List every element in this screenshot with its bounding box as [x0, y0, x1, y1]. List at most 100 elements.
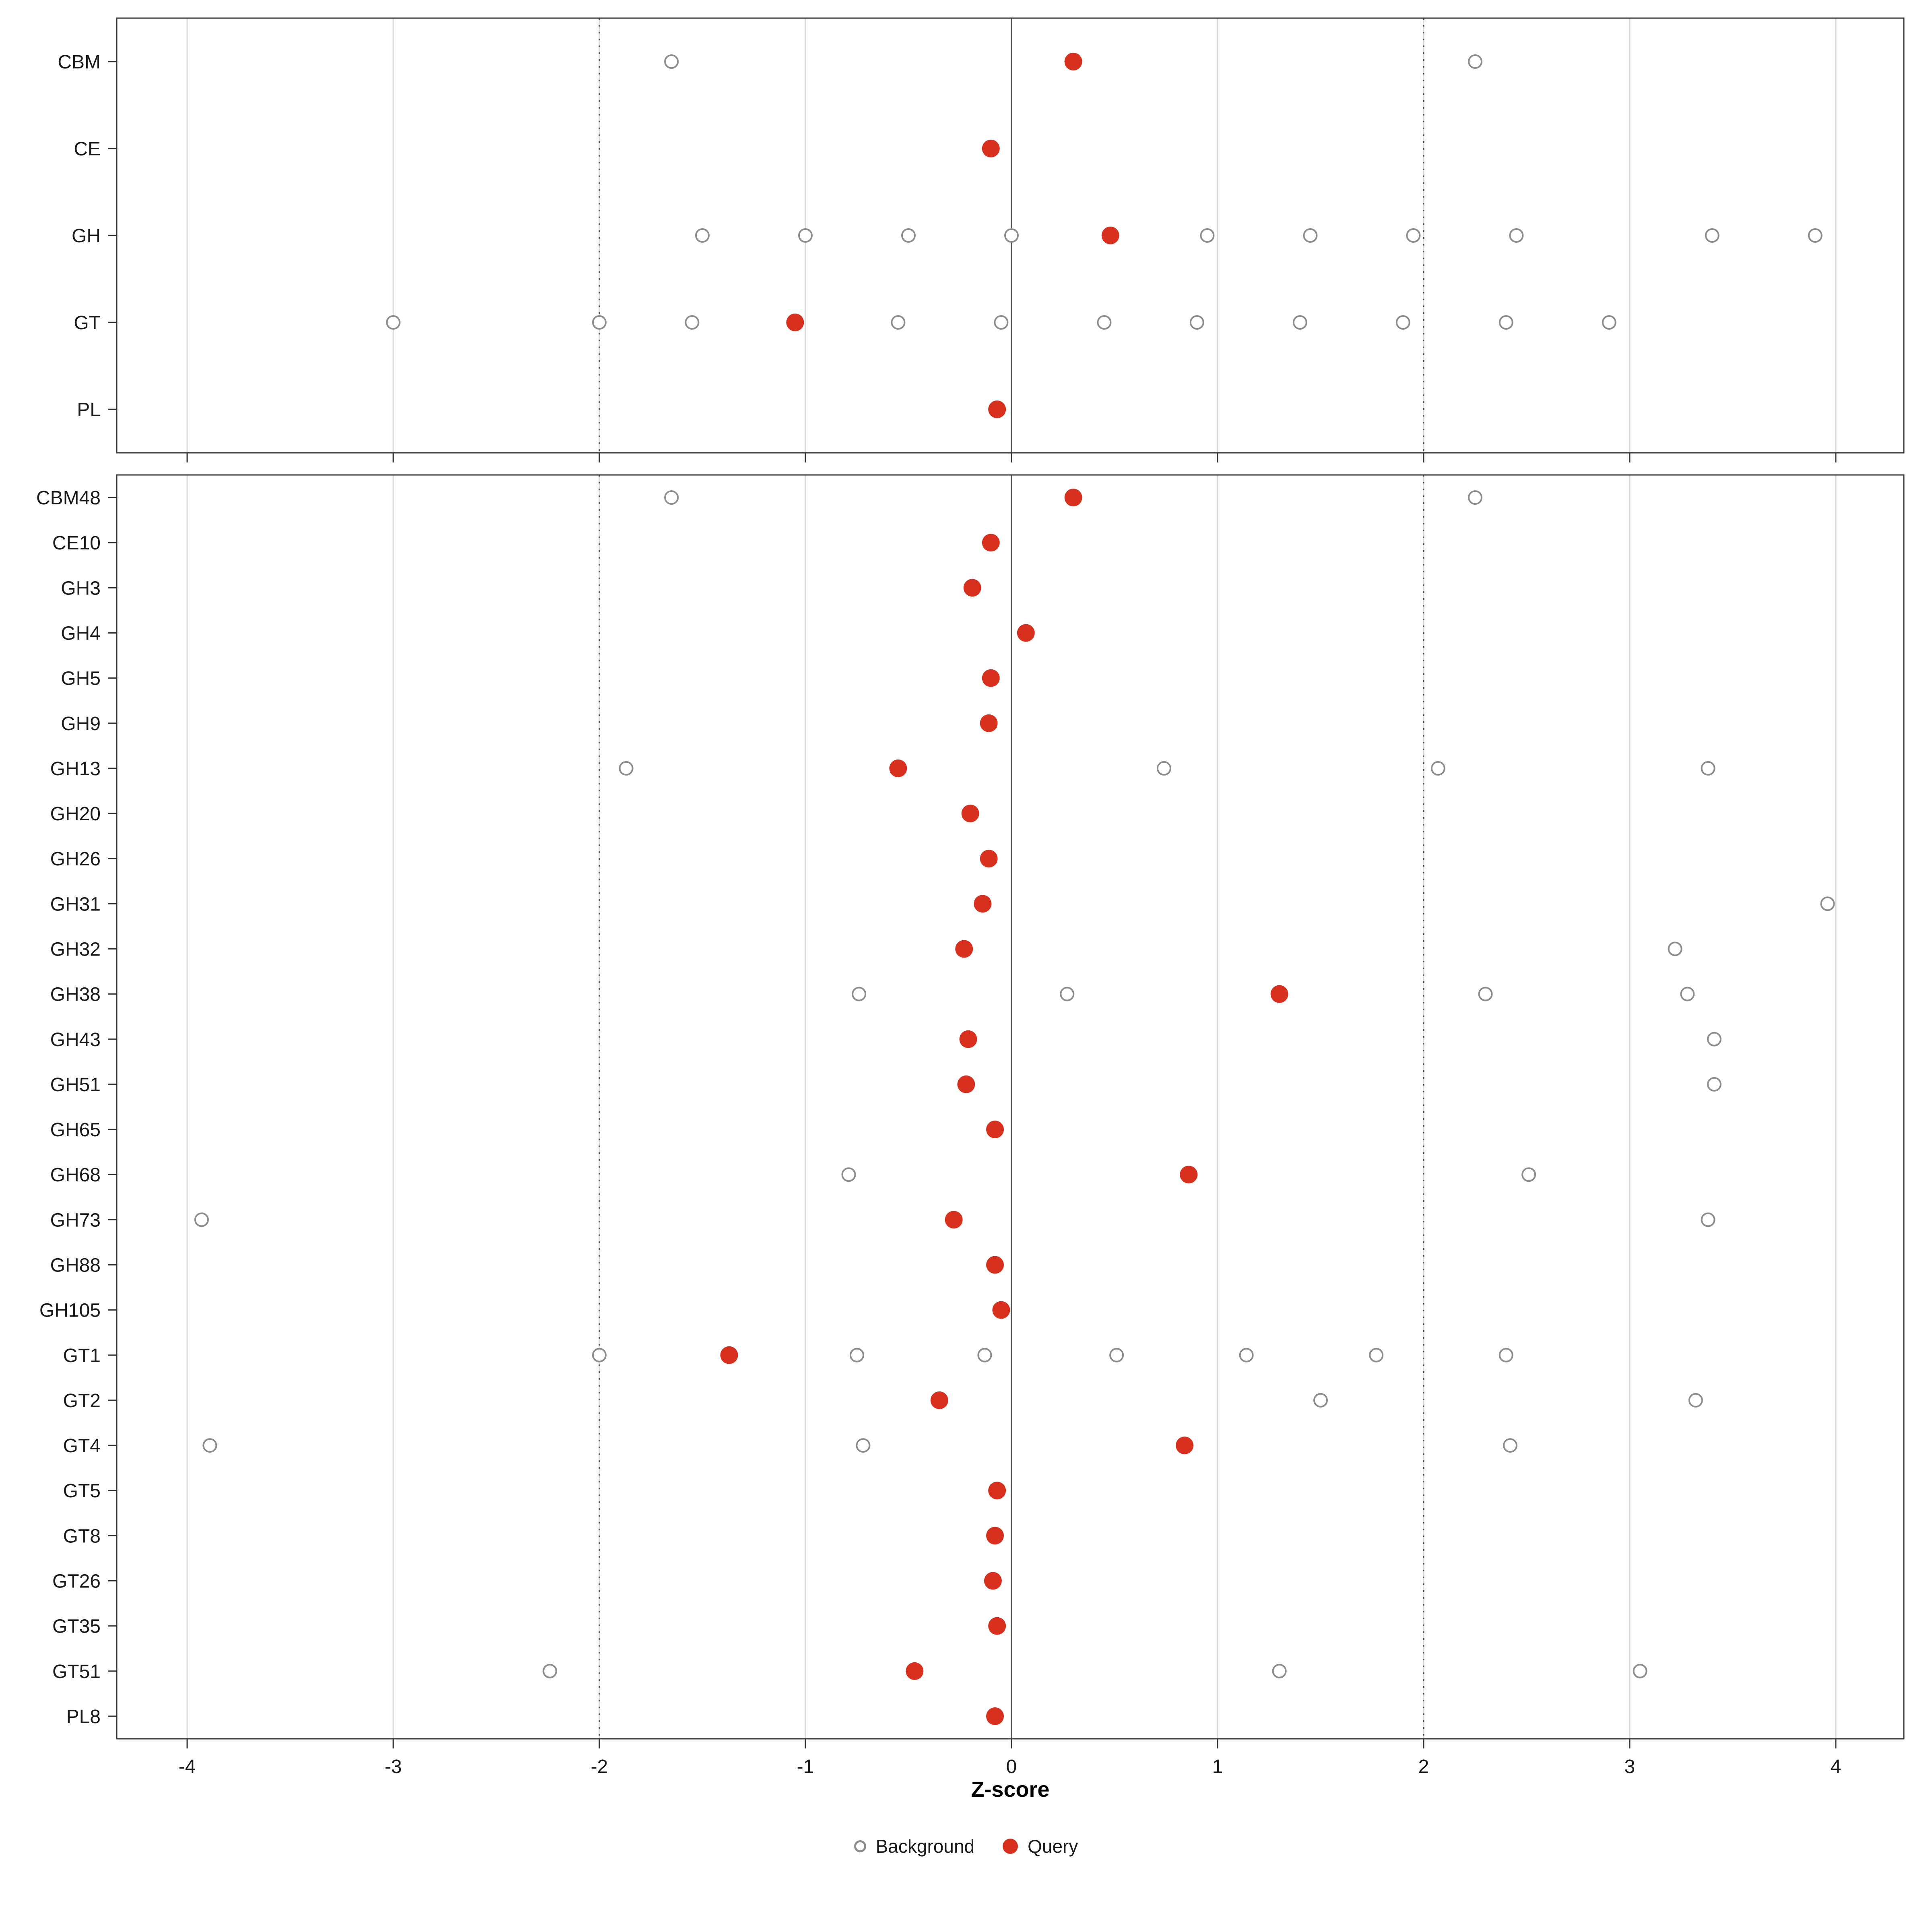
query-point: [720, 1346, 738, 1364]
background-point: [1509, 228, 1524, 243]
background-point: [1707, 1077, 1721, 1092]
query-point: [980, 714, 998, 732]
category-label: GH51: [50, 1074, 101, 1096]
category-label: CE10: [52, 533, 101, 554]
category-label: GT: [74, 312, 101, 334]
x-axis-title: Z-score: [971, 1777, 1050, 1802]
query-point: [982, 669, 1000, 687]
category-label: GH31: [50, 894, 101, 915]
background-point: [1189, 315, 1204, 330]
background-point: [994, 315, 1009, 330]
legend-item-query: Query: [1003, 1835, 1078, 1857]
background-point: [1633, 1664, 1647, 1678]
panel-subfamily-level: CBM48 CE10 GH3 GH4 GH5 GH9 GH13 GH20 GH26 GH31 GH3…: [36, 474, 1905, 1748]
category-label: GT4: [63, 1435, 101, 1457]
background-point: [1688, 1393, 1703, 1408]
x-tick-label: 2: [1418, 1756, 1429, 1777]
background-point: [202, 1438, 217, 1453]
category-label: GT1: [63, 1345, 101, 1366]
query-point: [1176, 1437, 1194, 1455]
query-point: [957, 1075, 975, 1093]
background-point: [1292, 315, 1307, 330]
legend-label-query: Query: [1028, 1836, 1078, 1857]
query-point: [786, 314, 804, 331]
background-point: [1503, 1438, 1518, 1453]
x-tick-label: -2: [591, 1756, 608, 1777]
category-label: CE: [74, 138, 101, 160]
background-point: [901, 228, 916, 243]
background-point: [1406, 228, 1421, 243]
category-label: GH88: [50, 1255, 101, 1276]
background-point: [1303, 228, 1318, 243]
panel-border: [116, 17, 1905, 454]
query-point: [982, 140, 1000, 157]
panel-border: [116, 474, 1905, 1740]
query-point: [986, 1527, 1004, 1545]
x-tick-label: 1: [1212, 1756, 1223, 1777]
background-point: [798, 228, 813, 243]
background-point: [1272, 1664, 1287, 1678]
background-point: [977, 1348, 992, 1362]
query-point: [984, 1572, 1002, 1590]
x-tick-label: -1: [797, 1756, 814, 1777]
query-point: [986, 1121, 1004, 1139]
query-point: [1270, 985, 1288, 1003]
category-label: GT26: [52, 1571, 101, 1592]
background-point: [1200, 228, 1215, 243]
panel-family-level: CBM CE GH GT PL: [58, 17, 1905, 462]
category-label: GH3: [61, 578, 101, 599]
background-point: [543, 1664, 557, 1678]
query-point-icon: [1003, 1839, 1018, 1854]
query-point: [986, 1707, 1004, 1725]
background-point: [1468, 490, 1482, 505]
background-point: [1499, 315, 1513, 330]
background-point: [1109, 1348, 1124, 1362]
query-point: [992, 1301, 1010, 1319]
background-point: [1478, 987, 1493, 1001]
background-point: [1521, 1167, 1536, 1182]
category-label: GH26: [50, 848, 101, 870]
query-point: [988, 1482, 1006, 1500]
background-point: [1156, 761, 1171, 776]
category-label: GH9: [61, 713, 101, 735]
background-point: [1820, 896, 1835, 911]
x-tick-label: -4: [179, 1756, 196, 1777]
query-point: [963, 579, 981, 597]
background-point: [1602, 315, 1616, 330]
background-point: [1499, 1348, 1513, 1362]
background-point: [592, 1348, 607, 1362]
category-label: PL: [77, 399, 101, 421]
category-label: GH20: [50, 803, 101, 825]
category-label: GH68: [50, 1164, 101, 1186]
query-point: [980, 850, 998, 868]
background-point: [856, 1438, 871, 1453]
query-point: [982, 534, 1000, 552]
zscore-dot-plot: CBM CE GH GT PL CBM48 CE10 GH3 GH4 GH5 GH9 GH13 GH20…: [36, 17, 1905, 1777]
category-label: GH73: [50, 1210, 101, 1231]
query-point: [974, 895, 992, 913]
background-point: [664, 54, 679, 69]
background-point: [850, 1348, 864, 1362]
background-point: [1707, 1032, 1721, 1046]
query-point: [906, 1662, 924, 1680]
category-label: GT51: [52, 1661, 101, 1682]
category-label: CBM: [58, 52, 101, 73]
background-point: [1060, 987, 1075, 1001]
legend-item-background: Background: [854, 1835, 974, 1857]
background-point: [1395, 315, 1410, 330]
background-point: [619, 761, 634, 776]
background-point: [386, 315, 400, 330]
background-point: [841, 1167, 856, 1182]
query-point: [986, 1256, 1004, 1274]
query-point: [959, 1030, 977, 1048]
background-point: [1701, 761, 1715, 776]
query-point: [1180, 1166, 1198, 1184]
background-point: [891, 315, 906, 330]
background-point: [1680, 987, 1695, 1001]
background-point: [194, 1212, 209, 1227]
category-label: GT8: [63, 1525, 101, 1547]
background-point: [1369, 1348, 1384, 1362]
background-point: [1668, 941, 1682, 956]
category-label: GH4: [61, 623, 101, 644]
category-label: GH65: [50, 1119, 101, 1141]
